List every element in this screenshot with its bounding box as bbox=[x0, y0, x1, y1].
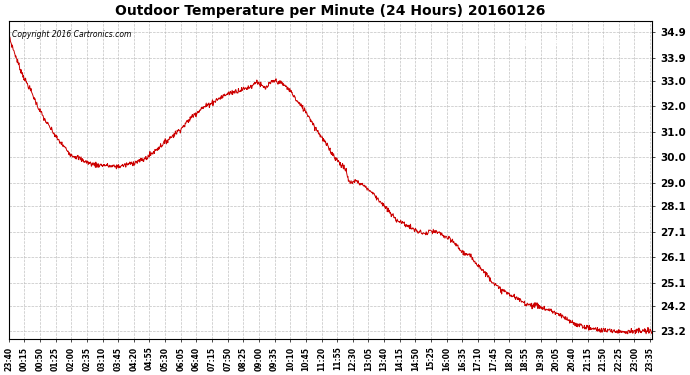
Text: Copyright 2016 Cartronics.com: Copyright 2016 Cartronics.com bbox=[12, 30, 131, 39]
Title: Outdoor Temperature per Minute (24 Hours) 20160126: Outdoor Temperature per Minute (24 Hours… bbox=[115, 4, 546, 18]
